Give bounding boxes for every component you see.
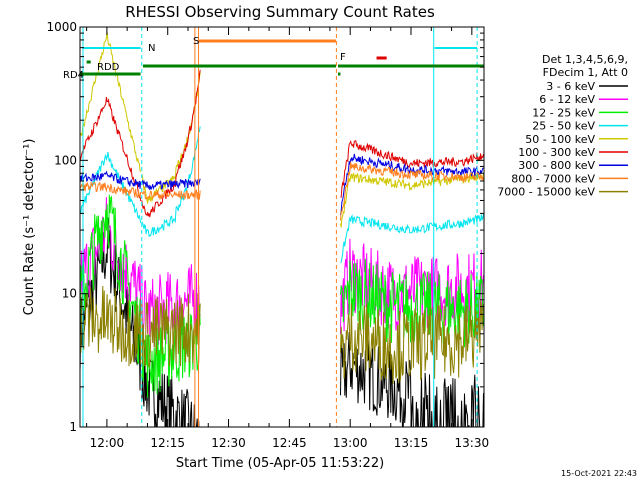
flag-label-f: F <box>340 52 346 63</box>
x-tick-label: 13:30 <box>455 436 490 450</box>
x-tick-label: 13:00 <box>333 436 368 450</box>
legend-label: 25 - 50 keV <box>532 120 595 133</box>
flag-label-s: S <box>193 36 199 47</box>
x-axis-label: Start Time (05-Apr-05 11:53:22) <box>176 456 384 471</box>
flag-label-rdd: RDD <box>97 62 120 73</box>
legend-label: 7000 - 15000 keV <box>497 186 595 199</box>
legend-label: 12 - 25 keV <box>532 106 595 119</box>
x-tick-label: 12:15 <box>150 436 185 450</box>
x-tick-label: 12:30 <box>211 436 246 450</box>
legend-header: Det 1,3,4,5,6,9, <box>542 53 628 66</box>
y-tick-label: 10 <box>62 287 77 301</box>
legend-label: 3 - 6 keV <box>546 80 595 93</box>
legend-label: 300 - 800 keV <box>518 159 595 172</box>
x-tick-label: 13:15 <box>394 436 429 450</box>
legend: Det 1,3,4,5,6,9,FDecim 1, Att 03 - 6 keV… <box>497 53 628 199</box>
plot-frame <box>79 26 485 428</box>
series-group <box>80 31 484 427</box>
y-tick-label: 100 <box>54 153 77 167</box>
timestamp: 15-Oct-2021 22:43 <box>561 469 637 478</box>
x-tick-label: 12:45 <box>272 436 307 450</box>
legend-header: FDecim 1, Att 0 <box>543 66 628 79</box>
legend-label: 6 - 12 keV <box>539 93 595 106</box>
x-tick-label: 12:00 <box>90 436 125 450</box>
series-line <box>80 161 484 221</box>
y-tick-label: 1 <box>69 420 77 434</box>
plot-area: N S F RDD RD4 <box>63 27 484 427</box>
legend-label: 50 - 100 keV <box>525 133 595 146</box>
legend-label: 800 - 7000 keV <box>511 172 595 185</box>
legend-label: 100 - 300 keV <box>518 146 595 159</box>
chart-title: RHESSI Observing Summary Count Rates <box>125 3 435 21</box>
flag-label-rd4: RD4 <box>63 70 84 81</box>
y-tick-label: 1000 <box>46 20 77 34</box>
series-line <box>80 285 484 384</box>
y-axis-label: Count Rate (s⁻¹ detector⁻¹) <box>22 139 37 316</box>
flag-label-n: N <box>148 43 155 54</box>
axis-ticks: 12:00 12:15 12:30 12:45 13:00 13:15 13:30 1 10 10… <box>46 20 489 450</box>
